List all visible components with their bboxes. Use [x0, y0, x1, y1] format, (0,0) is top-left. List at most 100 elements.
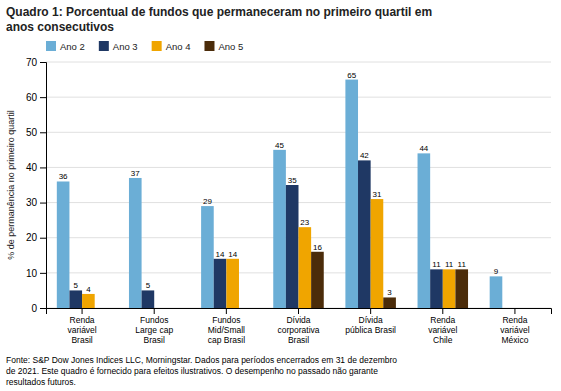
y-tick-mark [40, 132, 46, 133]
footnote: Fonte: S&P Dow Jones Indices LLC, Mornin… [6, 355, 397, 387]
legend-item: Ano 4 [152, 41, 191, 52]
y-tick-label: 30 [26, 197, 38, 208]
x-axis-line [47, 309, 552, 315]
data-label: 37 [131, 169, 140, 178]
bar [345, 80, 358, 308]
y-tick: 20 [26, 232, 46, 243]
x-tick-mark [370, 308, 371, 314]
x-tick: DívidacorporativaBrasil [277, 308, 319, 345]
bar [528, 308, 541, 309]
x-tick-label: DívidacorporativaBrasil [277, 315, 319, 345]
legend-item: Ano 5 [204, 41, 243, 52]
x-tick-label: RendavariávelBrasil [67, 315, 96, 345]
data-label: 36 [59, 172, 68, 181]
bar [502, 308, 515, 309]
y-tick-label: 60 [26, 92, 38, 103]
bar [311, 252, 324, 308]
y-tick-label: 50 [26, 127, 38, 138]
bar [443, 269, 456, 308]
y-axis: 010203040506070 [26, 57, 47, 314]
y-axis-line [40, 63, 47, 309]
grid-line [46, 97, 551, 98]
y-tick-mark [40, 203, 46, 204]
bar [69, 290, 82, 308]
series [311, 252, 468, 308]
y-tick: 40 [26, 162, 46, 173]
bar [383, 297, 396, 308]
series [57, 80, 502, 308]
series [69, 160, 442, 308]
legend-label: Ano 4 [166, 41, 191, 52]
y-tick: 0 [31, 303, 46, 314]
y-tick-label: 20 [26, 232, 38, 243]
bar [201, 206, 214, 308]
data-label: 45 [275, 141, 284, 150]
bar [371, 199, 384, 308]
bar [95, 308, 108, 309]
x-tick-mark [514, 308, 515, 314]
x-tick-mark [226, 308, 227, 314]
data-label: 4 [86, 285, 91, 294]
grid [46, 62, 551, 308]
x-tick: FundosMid/Smallcap Brasil [208, 308, 245, 345]
bar [418, 153, 431, 308]
legend-item: Ano 2 [46, 41, 85, 52]
bar [299, 227, 312, 308]
bar [154, 308, 167, 309]
bar [455, 269, 468, 308]
x-tick: RendavariávelMéxico [500, 308, 529, 345]
bar [129, 178, 142, 308]
data-label: 23 [300, 218, 309, 227]
legend: Ano 2 Ano 3 Ano 4 Ano 5 [46, 41, 243, 52]
chart: Quadro 1: Porcentual de fundos que perma… [0, 0, 561, 391]
grid-line [46, 62, 551, 63]
data-label: 29 [203, 197, 212, 206]
y-tick-label: 0 [31, 303, 37, 314]
y-axis-title: % de permanência no primeiro quartil [6, 110, 16, 260]
legend-label: Ano 3 [113, 41, 138, 52]
y-tick: 10 [26, 268, 46, 279]
data-label: 5 [146, 281, 151, 290]
data-label: 44 [419, 144, 428, 153]
y-tick: 30 [26, 197, 46, 208]
legend-label: Ano 5 [218, 41, 243, 52]
x-tick-label: FundosLarge capBrasil [135, 315, 173, 345]
grid-line [46, 132, 551, 133]
y-tick-mark [40, 273, 46, 274]
bar [515, 308, 528, 309]
grid-line [46, 167, 551, 168]
x-tick-label: FundosMid/Smallcap Brasil [208, 315, 245, 345]
legend-swatch [152, 41, 162, 51]
y-tick-mark [40, 167, 46, 168]
data-label: 11 [432, 260, 441, 269]
bar [226, 259, 239, 308]
bar [273, 150, 286, 308]
bars [57, 80, 502, 308]
data-label: 11 [458, 260, 467, 269]
y-tick-label: 10 [26, 268, 38, 279]
x-tick: Dívidapública Brasil [345, 308, 396, 335]
data-label: 14 [228, 250, 237, 259]
legend-label: Ano 2 [60, 41, 85, 52]
bar [142, 290, 155, 308]
data-label: 35 [288, 176, 297, 185]
data-label: 3 [387, 288, 392, 297]
y-tick: 60 [26, 92, 46, 103]
x-tick: FundosLarge capBrasil [135, 308, 173, 345]
data-label: 31 [373, 190, 382, 199]
plot: 3637294565449551435421141423311116311010… [6, 57, 552, 345]
data-label: 14 [216, 250, 225, 259]
bar [57, 181, 70, 308]
x-tick-mark [298, 308, 299, 314]
legend-swatch [99, 41, 109, 51]
data-labels: 3637294565449551435421141423311116311 [59, 71, 499, 298]
title: Quadro 1: Porcentual de fundos que perma… [6, 5, 432, 34]
bar [214, 259, 227, 308]
x-tick-label: RendavariávelChile [428, 315, 457, 345]
x-tick: RendavariávelChile [428, 308, 457, 345]
x-tick-label: Dívidapública Brasil [345, 315, 396, 335]
bar [430, 269, 443, 308]
x-tick-mark [154, 308, 155, 314]
x-tick-label: RendavariávelMéxico [500, 315, 529, 345]
y-tick-label: 40 [26, 162, 38, 173]
